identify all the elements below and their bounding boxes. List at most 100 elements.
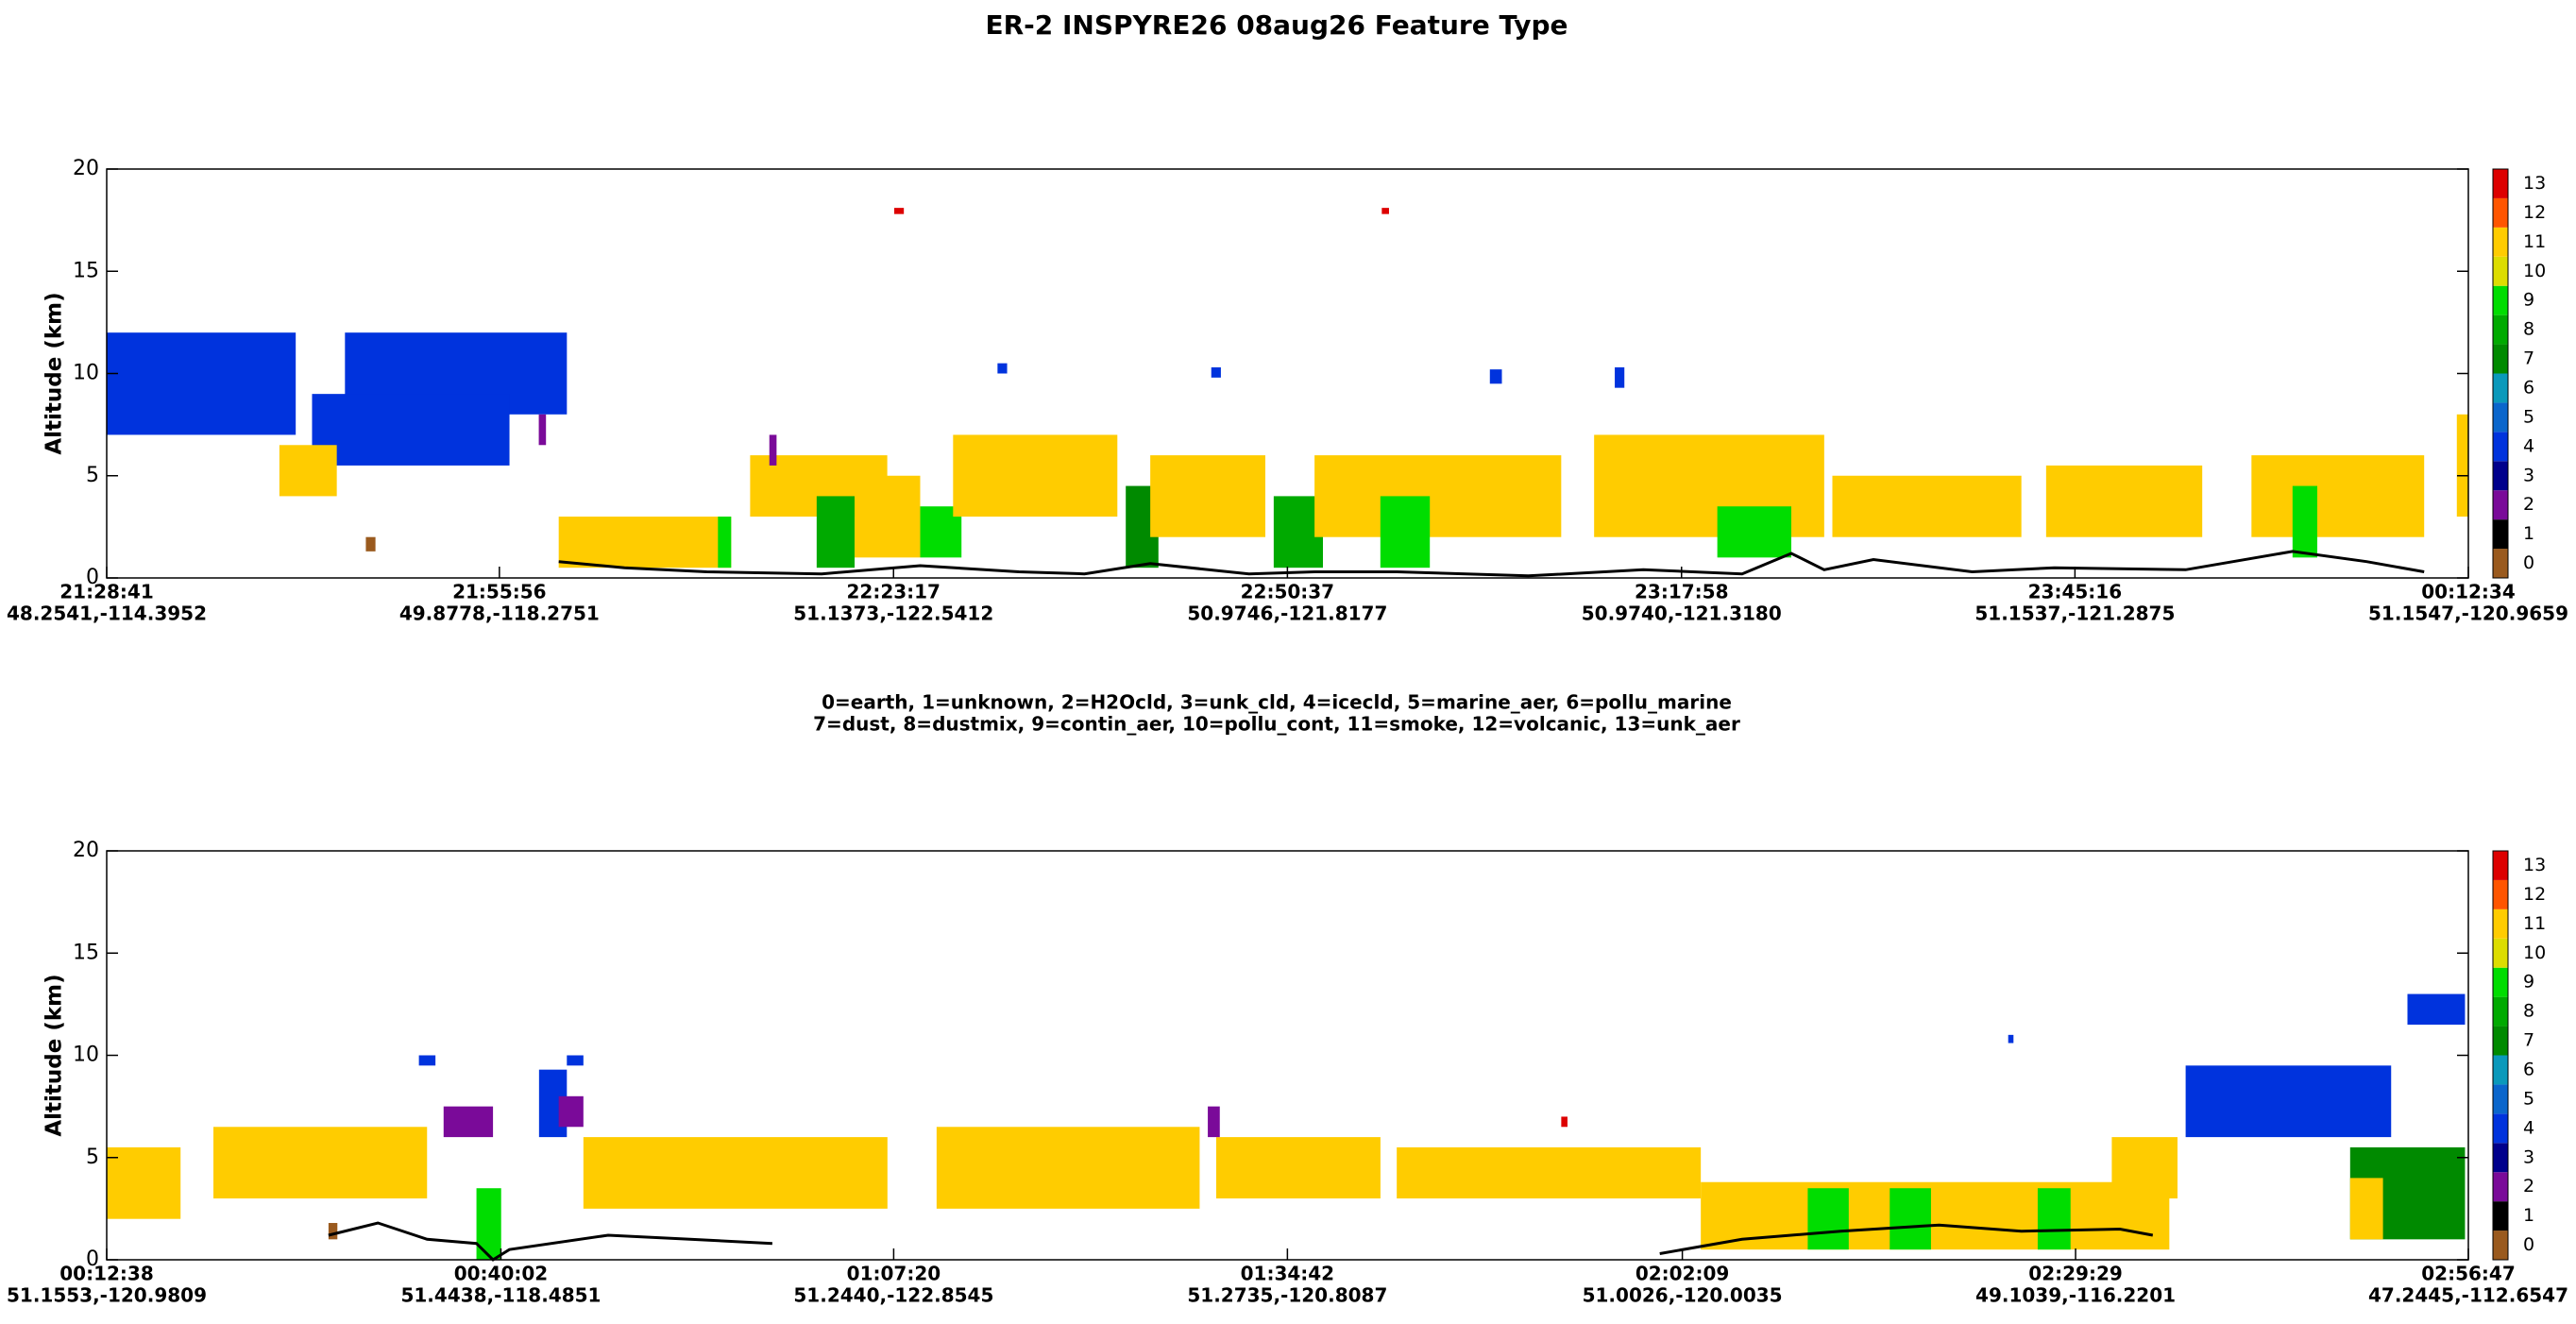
x-tick-position: 50.9746,-121.8177 bbox=[1187, 603, 1387, 625]
x-tick-label: 02:02:09 bbox=[1635, 1263, 1730, 1285]
colorbar-cell bbox=[2493, 1172, 2508, 1202]
colorbar-label: 4 bbox=[2523, 1117, 2534, 1138]
colorbar-label: 10 bbox=[2523, 942, 2546, 963]
x-tick-position: 49.1039,-116.2201 bbox=[1975, 1284, 2176, 1307]
feature bbox=[1615, 367, 1625, 388]
x-tick-position: 51.4438,-118.4851 bbox=[400, 1284, 601, 1307]
colorbar-label: 2 bbox=[2523, 1176, 2534, 1197]
colorbar-cell bbox=[2493, 314, 2508, 345]
feature bbox=[2045, 465, 2203, 537]
colorbar-label: 12 bbox=[2523, 884, 2546, 905]
colorbar-label: 8 bbox=[2523, 1001, 2534, 1022]
colorbar-label: 11 bbox=[2523, 231, 2546, 252]
surface-line bbox=[328, 1221, 772, 1262]
feature bbox=[1380, 496, 1431, 569]
class-legend: 7=dust, 8=dustmix, 9=contin_aer, 10=poll… bbox=[813, 713, 1740, 736]
colorbar-frame bbox=[2492, 168, 2509, 579]
feature bbox=[769, 434, 777, 466]
feature bbox=[1381, 208, 1389, 214]
feature bbox=[1561, 1116, 1568, 1128]
colorbar-label: 13 bbox=[2523, 173, 2546, 194]
colorbar-cell bbox=[2493, 432, 2508, 462]
y-axis-label: Altitude (km) bbox=[42, 292, 67, 454]
colorbar-label: 7 bbox=[2523, 1030, 2534, 1051]
feature bbox=[279, 445, 337, 497]
colorbar-label: 10 bbox=[2523, 261, 2546, 281]
y-tick-label: 10 bbox=[73, 1044, 99, 1067]
feature bbox=[328, 1223, 338, 1240]
feature bbox=[936, 1127, 1200, 1209]
colorbar-label: 5 bbox=[2523, 1088, 2534, 1109]
feature bbox=[365, 536, 376, 552]
colorbar-cell bbox=[2493, 1201, 2508, 1231]
x-tick-position: 51.0026,-120.0035 bbox=[1583, 1284, 1783, 1307]
feature bbox=[997, 363, 1008, 374]
feature bbox=[312, 394, 510, 466]
colorbar-cell bbox=[2493, 1055, 2508, 1085]
y-tick-label: 15 bbox=[73, 259, 99, 282]
colorbar-label: 13 bbox=[2523, 855, 2546, 875]
y-tick-label: 5 bbox=[86, 464, 99, 487]
feature bbox=[1208, 1106, 1220, 1138]
x-tick-label: 21:55:56 bbox=[452, 581, 547, 603]
feature bbox=[213, 1127, 428, 1199]
colorbar-label: 7 bbox=[2523, 348, 2534, 369]
colorbar-cell bbox=[2493, 996, 2508, 1027]
colorbar-cell bbox=[2493, 344, 2508, 374]
x-tick-position: 48.2541,-114.3952 bbox=[7, 603, 207, 625]
colorbar-label: 8 bbox=[2523, 319, 2534, 340]
colorbar-cell bbox=[2493, 851, 2508, 880]
feature bbox=[1701, 1181, 2170, 1250]
colorbar-cell bbox=[2493, 908, 2508, 939]
x-tick-label: 21:28:41 bbox=[59, 581, 154, 603]
colorbar-label: 1 bbox=[2523, 1205, 2534, 1226]
surface-line bbox=[1659, 1223, 2154, 1255]
y-tick-label: 20 bbox=[73, 157, 99, 180]
y-tick-label: 5 bbox=[86, 1146, 99, 1169]
colorbar-label: 1 bbox=[2523, 523, 2534, 544]
colorbar-cell bbox=[2493, 1231, 2508, 1260]
class-legend: 0=earth, 1=unknown, 2=H2Ocld, 3=unk_cld,… bbox=[822, 691, 1732, 714]
x-tick-position: 51.1537,-121.2875 bbox=[1974, 603, 2175, 625]
feature bbox=[558, 517, 732, 569]
feature bbox=[718, 517, 732, 569]
colorbar-cell bbox=[2493, 169, 2508, 198]
feature bbox=[2111, 1137, 2178, 1199]
feature bbox=[855, 475, 921, 558]
colorbar-cell bbox=[2493, 461, 2508, 491]
feature bbox=[894, 208, 905, 214]
colorbar-label: 3 bbox=[2523, 465, 2534, 485]
x-tick-label: 01:34:42 bbox=[1241, 1263, 1335, 1285]
x-tick-label: 00:40:02 bbox=[454, 1263, 549, 1285]
colorbar-label: 12 bbox=[2523, 202, 2546, 223]
colorbar-cell bbox=[2493, 879, 2508, 909]
feature bbox=[1397, 1146, 1702, 1199]
x-tick-position: 51.1553,-120.9809 bbox=[7, 1284, 207, 1307]
y-axis-label: Altitude (km) bbox=[42, 974, 67, 1136]
feature bbox=[1211, 367, 1221, 378]
y-tick-label: 20 bbox=[73, 839, 99, 862]
feature bbox=[1890, 1188, 1931, 1250]
feature bbox=[2407, 993, 2466, 1026]
colorbar-cell bbox=[2493, 490, 2508, 520]
colorbar-cell bbox=[2493, 519, 2508, 550]
colorbar-cell bbox=[2493, 227, 2508, 257]
feature bbox=[558, 1095, 584, 1128]
figure-title: ER-2 INSPYRE26 08aug26 Feature Type bbox=[985, 9, 1568, 41]
colorbar-label: 2 bbox=[2523, 494, 2534, 515]
feature bbox=[443, 1106, 494, 1138]
x-tick-position: 51.2440,-122.8545 bbox=[793, 1284, 993, 1307]
colorbar-cell bbox=[2493, 1084, 2508, 1114]
colorbar-label: 5 bbox=[2523, 406, 2534, 427]
colorbar-cell bbox=[2493, 1143, 2508, 1173]
x-tick-label: 00:12:38 bbox=[59, 1263, 154, 1285]
colorbar-cell bbox=[2493, 1113, 2508, 1144]
colorbar-cell bbox=[2493, 1026, 2508, 1056]
feature bbox=[1807, 1188, 1849, 1250]
feature bbox=[2185, 1065, 2392, 1138]
x-tick-label: 01:07:20 bbox=[847, 1263, 941, 1285]
y-tick-label: 0 bbox=[86, 1248, 99, 1271]
feature bbox=[1489, 369, 1502, 384]
colorbar-label: 0 bbox=[2523, 1234, 2534, 1255]
